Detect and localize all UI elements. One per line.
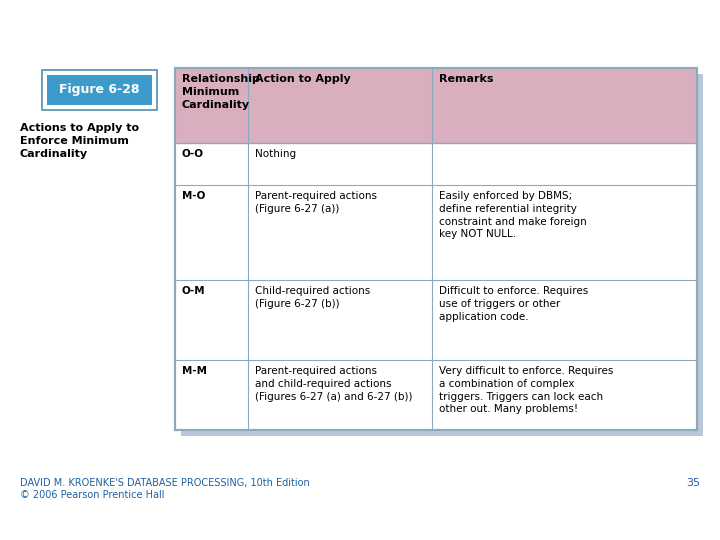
Text: Nothing: Nothing <box>255 149 296 159</box>
Bar <box>47 75 152 105</box>
Bar <box>42 70 157 110</box>
Text: Relationship
Minimum
Cardinality: Relationship Minimum Cardinality <box>182 74 260 110</box>
Text: O-O: O-O <box>182 149 204 159</box>
Bar <box>181 74 703 436</box>
Bar <box>175 68 697 430</box>
Bar <box>175 68 697 143</box>
Text: 35: 35 <box>686 478 700 488</box>
Text: Action to Apply: Action to Apply <box>255 74 351 84</box>
Text: © 2006 Pearson Prentice Hall: © 2006 Pearson Prentice Hall <box>20 490 164 500</box>
Text: Enforce Minimum: Enforce Minimum <box>20 136 129 146</box>
Text: DAVID M. KROENKE'S DATABASE PROCESSING, 10th Edition: DAVID M. KROENKE'S DATABASE PROCESSING, … <box>20 478 310 488</box>
Text: Easily enforced by DBMS;
define referential integrity
constraint and make foreig: Easily enforced by DBMS; define referent… <box>439 191 587 239</box>
Text: Figure 6-28: Figure 6-28 <box>59 84 140 97</box>
Text: Cardinality: Cardinality <box>20 149 88 159</box>
Text: Parent-required actions
and child-required actions
(Figures 6-27 (a) and 6-27 (b: Parent-required actions and child-requir… <box>255 366 413 402</box>
Text: Remarks: Remarks <box>439 74 493 84</box>
Text: M-O: M-O <box>182 191 205 201</box>
Text: Very difficult to enforce. Requires
a combination of complex
triggers. Triggers : Very difficult to enforce. Requires a co… <box>439 366 613 414</box>
Text: Actions to Apply to: Actions to Apply to <box>20 123 139 133</box>
Text: Child-required actions
(Figure 6-27 (b)): Child-required actions (Figure 6-27 (b)) <box>255 286 370 309</box>
Text: Difficult to enforce. Requires
use of triggers or other
application code.: Difficult to enforce. Requires use of tr… <box>439 286 588 322</box>
Text: M-M: M-M <box>182 366 207 376</box>
Text: Parent-required actions
(Figure 6-27 (a)): Parent-required actions (Figure 6-27 (a)… <box>255 191 377 214</box>
Text: O-M: O-M <box>182 286 206 296</box>
